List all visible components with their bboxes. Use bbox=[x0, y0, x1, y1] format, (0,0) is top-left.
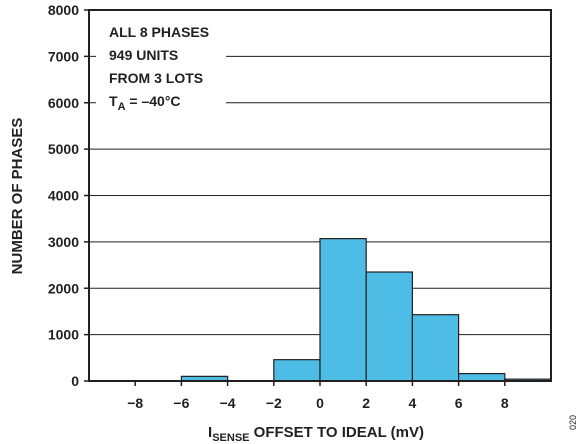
figure-id: 020 bbox=[568, 415, 578, 430]
y-tick-label: 1000 bbox=[48, 327, 79, 343]
x-tick-label: 0 bbox=[316, 395, 324, 411]
annotation-background bbox=[96, 18, 226, 118]
annotation-line-3: FROM 3 LOTS bbox=[109, 70, 203, 86]
x-tick-label: 4 bbox=[409, 395, 417, 411]
y-tick-label: 8000 bbox=[48, 2, 79, 18]
x-axis-label-i: I bbox=[208, 424, 212, 441]
y-tick-label: 3000 bbox=[48, 234, 79, 250]
histogram-bar bbox=[319, 238, 367, 382]
x-tick-label: 8 bbox=[501, 395, 509, 411]
temperature-subscript: A bbox=[118, 101, 126, 113]
x-tick-label: −2 bbox=[266, 395, 282, 411]
bars bbox=[180, 238, 552, 382]
x-axis-label-text: OFFSET TO IDEAL (mV) bbox=[250, 424, 424, 441]
x-tick-label: −6 bbox=[173, 395, 189, 411]
temperature-value: = –40°C bbox=[126, 93, 181, 109]
y-tick-label: 4000 bbox=[48, 188, 79, 204]
x-ticks: −8 −6 −4 −2 0 2 4 6 8 bbox=[127, 381, 509, 411]
temperature-symbol: T bbox=[109, 93, 118, 109]
y-tick-label: 5000 bbox=[48, 141, 79, 157]
y-axis-label: NUMBER OF PHASES bbox=[9, 118, 26, 275]
x-tick-label: −8 bbox=[127, 395, 143, 411]
x-tick-label: 6 bbox=[455, 395, 463, 411]
annotation-line-2: 949 UNITS bbox=[109, 47, 178, 63]
y-tick-label: 7000 bbox=[48, 48, 79, 64]
x-axis-label-subscript: SENSE bbox=[212, 432, 249, 444]
x-tick-label: −4 bbox=[220, 395, 236, 411]
y-ticks: 0 1000 2000 3000 4000 5000 6000 7000 8000 bbox=[48, 2, 89, 389]
x-tick-label: 2 bbox=[362, 395, 370, 411]
histogram-bar bbox=[411, 314, 460, 382]
y-tick-label: 0 bbox=[71, 373, 79, 389]
histogram-bar bbox=[458, 372, 506, 382]
x-axis-label: ISENSE OFFSET TO IDEAL (mV) bbox=[208, 424, 424, 444]
y-tick-label: 2000 bbox=[48, 280, 79, 296]
histogram-bar bbox=[365, 271, 414, 382]
annotation-line-1: ALL 8 PHASES bbox=[109, 24, 209, 40]
histogram-bar bbox=[273, 359, 321, 382]
y-tick-label: 6000 bbox=[48, 95, 79, 111]
annotation-temperature: TA = –40°C bbox=[109, 93, 181, 113]
